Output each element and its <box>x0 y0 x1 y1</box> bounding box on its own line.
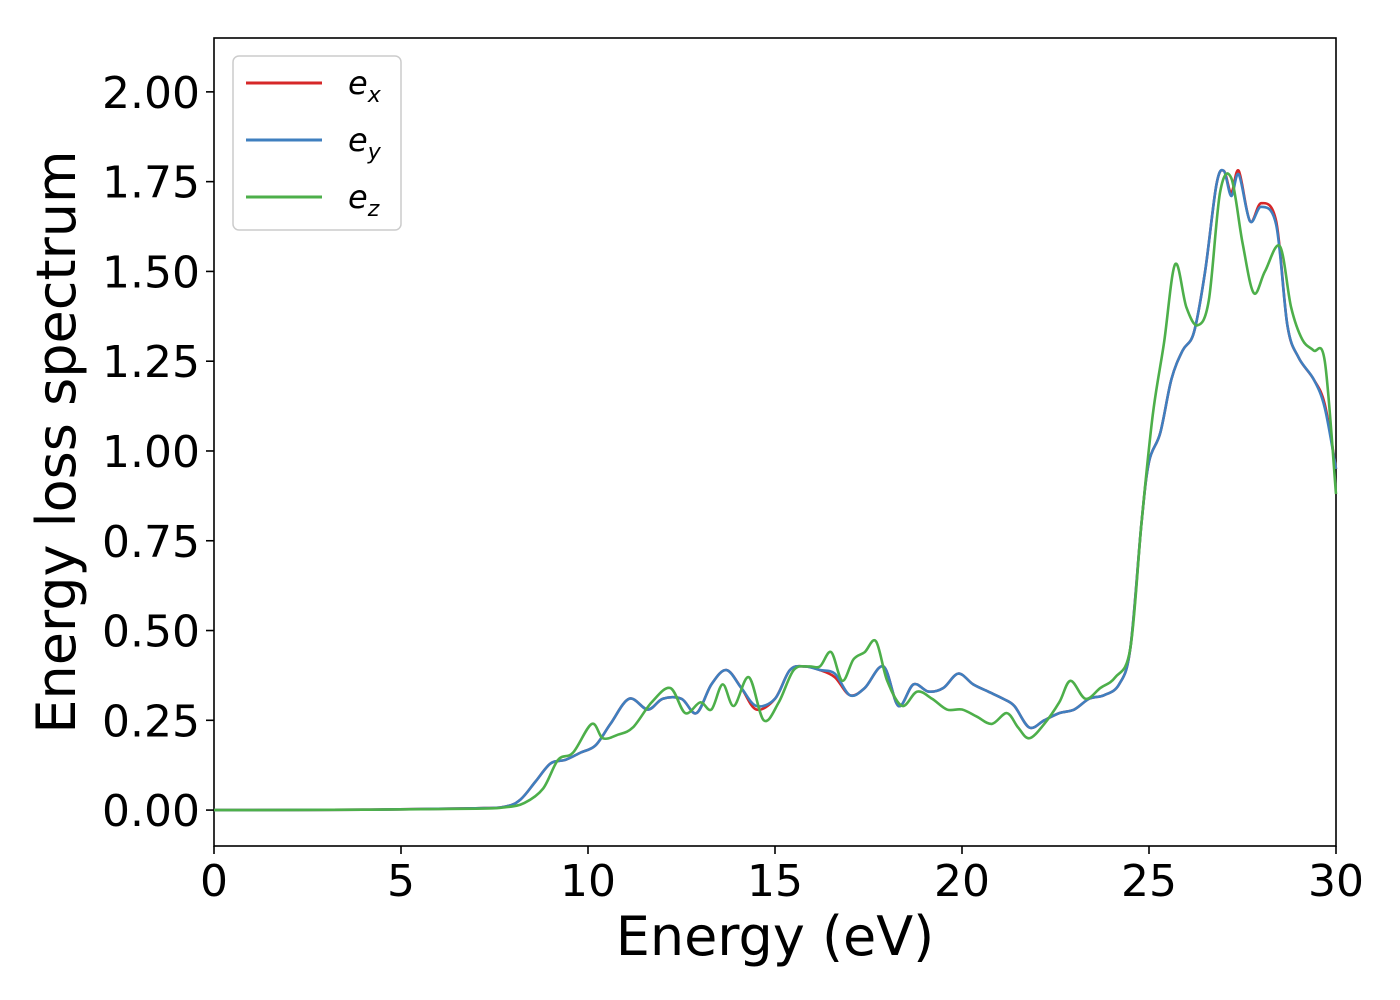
y-tick-label: 1.00 <box>102 427 200 478</box>
x-tick-label: 30 <box>1308 856 1364 907</box>
y-tick-label: 1.75 <box>102 158 200 209</box>
x-axis-ticks: 0 5 10 15 20 25 30 <box>200 846 1364 907</box>
y-tick-label: 0.25 <box>102 696 200 747</box>
x-tick-label: 15 <box>747 856 803 907</box>
series-layer <box>213 168 1338 812</box>
legend-label-ey: ey <box>348 121 382 165</box>
y-tick-label: 1.50 <box>102 247 200 298</box>
y-axis-label: Energy loss spectrum <box>25 150 88 733</box>
x-tick-label: 25 <box>1121 856 1177 907</box>
y-axis-ticks: 0.00 0.25 0.50 0.75 1.00 1.25 1.50 1.75 2.00 <box>102 68 214 837</box>
y-tick-label: 1.25 <box>102 337 200 388</box>
x-tick-label: 10 <box>560 856 616 907</box>
x-tick-label: 0 <box>200 856 228 907</box>
legend-box <box>232 55 402 231</box>
y-tick-label: 0.00 <box>102 786 200 837</box>
y-tick-label: 0.50 <box>102 607 200 658</box>
series-line-ez <box>213 172 1338 812</box>
y-tick-label: 2.00 <box>102 68 200 119</box>
series-line-ey <box>213 168 1338 812</box>
x-tick-label: 5 <box>387 856 415 907</box>
y-tick-label: 0.75 <box>102 517 200 568</box>
x-tick-label: 20 <box>934 856 990 907</box>
x-axis-label: Energy (eV) <box>616 905 935 968</box>
